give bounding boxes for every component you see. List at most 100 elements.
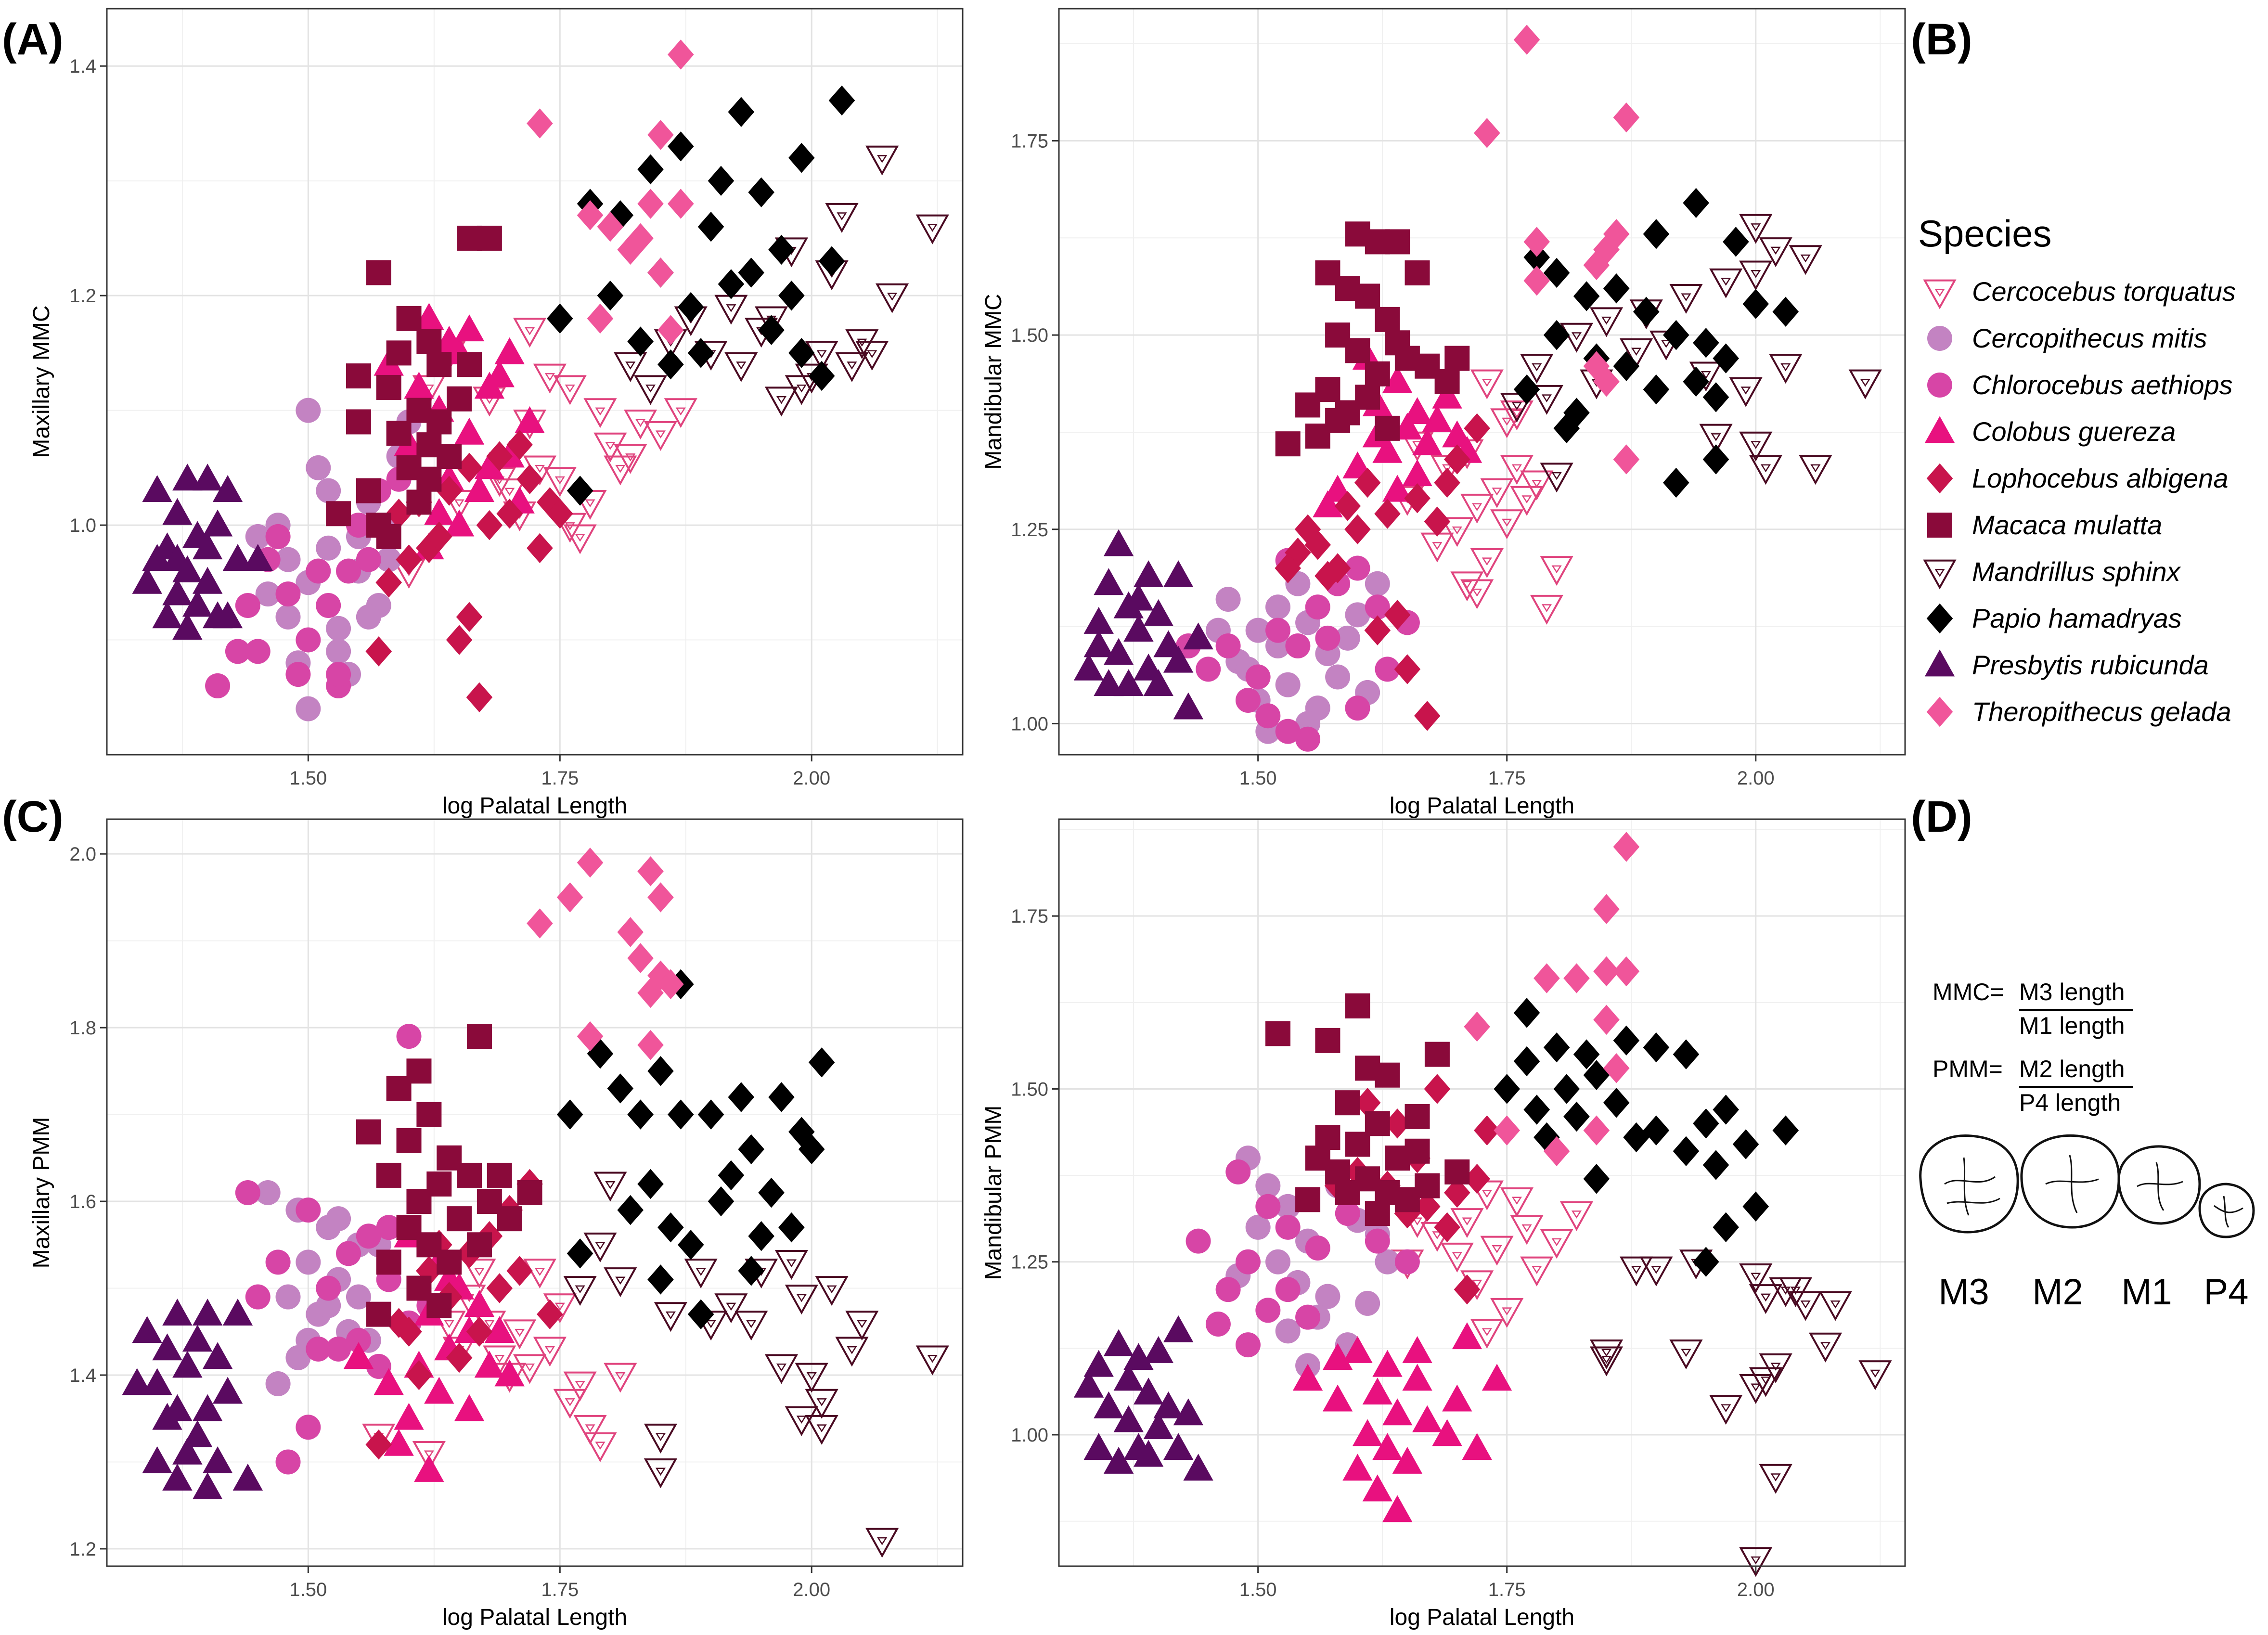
data-point-mandrillus-sphinx	[1789, 245, 1822, 275]
data-point-chlorocebus-aethiops	[1235, 1332, 1261, 1358]
data-point-mandrillus-sphinx	[845, 1311, 879, 1341]
data-point-mandrillus-sphinx	[1739, 431, 1773, 462]
data-point-mandrillus-sphinx	[1818, 1291, 1852, 1321]
data-point-papio-hamadryas	[1772, 296, 1799, 327]
data-point-presbytis-rubicunda	[192, 566, 223, 594]
data-point-papio-hamadryas	[718, 269, 745, 299]
data-point-cercopithecus-mitis	[275, 1284, 301, 1310]
data-point-papio-hamadryas	[768, 234, 795, 265]
data-point-papio-hamadryas	[1523, 242, 1550, 272]
legend-label: Lophocebus albigena	[1972, 463, 2229, 493]
data-point-colobus-guereza	[494, 1359, 525, 1387]
data-point-theropithecus-gelada	[1533, 963, 1560, 993]
data-point-mandrillus-sphinx	[785, 375, 818, 405]
data-point-papio-hamadryas	[546, 303, 573, 334]
data-point-presbytis-rubicunda	[1143, 669, 1174, 696]
data-point-macaca-mulatta	[497, 1206, 522, 1232]
panel-a-x-tick-label: 1.75	[541, 768, 579, 789]
data-point-papio-hamadryas	[567, 476, 593, 506]
panel-a-series-macaca-mulatta	[326, 225, 502, 549]
data-point-cercocebus-torquatus	[1540, 556, 1573, 586]
data-point-colobus-guereza	[454, 1394, 485, 1421]
data-point-cercocebus-torquatus	[1510, 1215, 1544, 1245]
panel-c-points	[122, 848, 949, 1558]
tooth-label-m2: M2	[2032, 1272, 2083, 1313]
data-point-papio-hamadryas	[1702, 382, 1729, 412]
data-point-presbytis-rubicunda	[1094, 1391, 1124, 1418]
data-point-papio-hamadryas	[828, 85, 855, 116]
data-point-theropithecus-gelada	[587, 303, 614, 334]
panel-a-y-axis-label: Maxillary MMC	[29, 305, 54, 458]
data-point-cercocebus-torquatus	[1480, 1236, 1514, 1266]
data-point-mandrillus-sphinx	[1808, 1332, 1843, 1363]
legend-key-colobus-guereza	[1924, 416, 1955, 443]
data-point-cercopithecus-mitis	[1245, 1214, 1271, 1240]
data-point-colobus-guereza	[494, 337, 525, 364]
data-point-presbytis-rubicunda	[202, 1342, 233, 1369]
data-point-mandrillus-sphinx	[604, 1267, 637, 1298]
data-point-mandrillus-sphinx	[805, 340, 838, 371]
data-point-chlorocebus-aethiops	[376, 1215, 401, 1240]
data-point-cercocebus-torquatus	[543, 467, 577, 497]
data-point-mandrillus-sphinx	[764, 1354, 799, 1384]
data-point-lophocebus-albigena	[506, 429, 533, 460]
data-point-cercopithecus-mitis	[376, 547, 401, 572]
legend-marker-colobus-guereza	[1924, 416, 1955, 443]
data-point-theropithecus-gelada	[1593, 234, 1620, 265]
data-point-mandrillus-sphinx	[1858, 1360, 1892, 1390]
data-point-presbytis-rubicunda	[1163, 645, 1194, 673]
data-point-mandrillus-sphinx	[724, 352, 758, 382]
data-point-presbytis-rubicunda	[132, 566, 162, 594]
panel-b-series-theropithecus-gelada	[1474, 25, 1640, 475]
data-point-papio-hamadryas	[1543, 257, 1570, 288]
data-point-papio-hamadryas	[668, 131, 694, 162]
data-point-papio-hamadryas	[808, 360, 835, 391]
data-point-presbytis-rubicunda	[192, 1299, 223, 1326]
data-point-colobus-guereza	[1462, 1433, 1492, 1460]
data-point-papio-hamadryas	[1513, 998, 1540, 1028]
panel-a-gridlines	[107, 9, 963, 755]
data-point-cercopithecus-mitis	[1325, 664, 1351, 690]
panel-d-points	[1073, 832, 1892, 1577]
panel-d-y-tick-label: 1.25	[1011, 1252, 1048, 1273]
data-point-mandrillus-sphinx	[915, 214, 949, 245]
data-point-lophocebus-albigena	[1334, 491, 1361, 521]
data-point-lophocebus-albigena	[1394, 654, 1421, 684]
data-point-mandrillus-sphinx	[805, 1389, 838, 1419]
data-point-papio-hamadryas	[738, 257, 765, 288]
data-point-lophocebus-albigena	[476, 510, 503, 541]
data-point-papio-hamadryas	[1713, 1212, 1740, 1243]
panel-d-x-tick-label: 2.00	[1737, 1579, 1775, 1600]
data-point-mandrillus-sphinx	[1759, 1464, 1792, 1494]
data-point-lophocebus-albigena	[365, 1429, 392, 1460]
panel-b-x-tick-label: 2.00	[1737, 768, 1775, 789]
data-point-chlorocebus-aethiops	[1315, 625, 1340, 651]
data-point-chlorocebus-aethiops	[1295, 1304, 1321, 1330]
data-point-lophocebus-albigena	[1414, 701, 1441, 731]
data-point-cercopithecus-mitis	[316, 478, 341, 503]
data-point-colobus-guereza	[1313, 490, 1343, 517]
data-point-colobus-guereza	[1432, 381, 1462, 409]
data-point-macaca-mulatta	[1325, 408, 1351, 433]
data-point-macaca-mulatta	[1345, 993, 1370, 1018]
legend-key-lophocebus-albigena	[1926, 463, 1953, 493]
data-point-cercocebus-torquatus	[1540, 1229, 1573, 1259]
data-point-papio-hamadryas	[1513, 1046, 1540, 1077]
data-point-chlorocebus-aethiops	[366, 1353, 391, 1379]
panel-d-series-mandrillus-sphinx	[1589, 1249, 1892, 1577]
data-point-mandrillus-sphinx	[875, 283, 909, 313]
data-point-theropithecus-gelada	[1593, 894, 1620, 925]
data-point-cercopithecus-mitis	[296, 398, 321, 423]
data-point-presbytis-rubicunda	[162, 578, 193, 605]
data-point-mandrillus-sphinx	[1739, 1547, 1773, 1577]
panel-a-x-tick-label: 2.00	[793, 768, 830, 789]
panel-d: 1.50 1.75 2.00 1.00 1.25 1.50 1.75 log Palatal …	[981, 818, 1906, 1630]
panel-d-series-presbytis-rubicunda	[1073, 1315, 1213, 1481]
data-point-papio-hamadryas	[1713, 1094, 1740, 1125]
data-point-lophocebus-albigena	[386, 499, 412, 529]
data-point-chlorocebus-aethiops	[1305, 594, 1330, 620]
data-point-cercopithecus-mitis	[296, 696, 321, 721]
data-point-cercopithecus-mitis	[1335, 625, 1360, 651]
panel-d-x-tick-label: 1.50	[1239, 1579, 1277, 1600]
data-point-papio-hamadryas	[647, 1056, 674, 1086]
